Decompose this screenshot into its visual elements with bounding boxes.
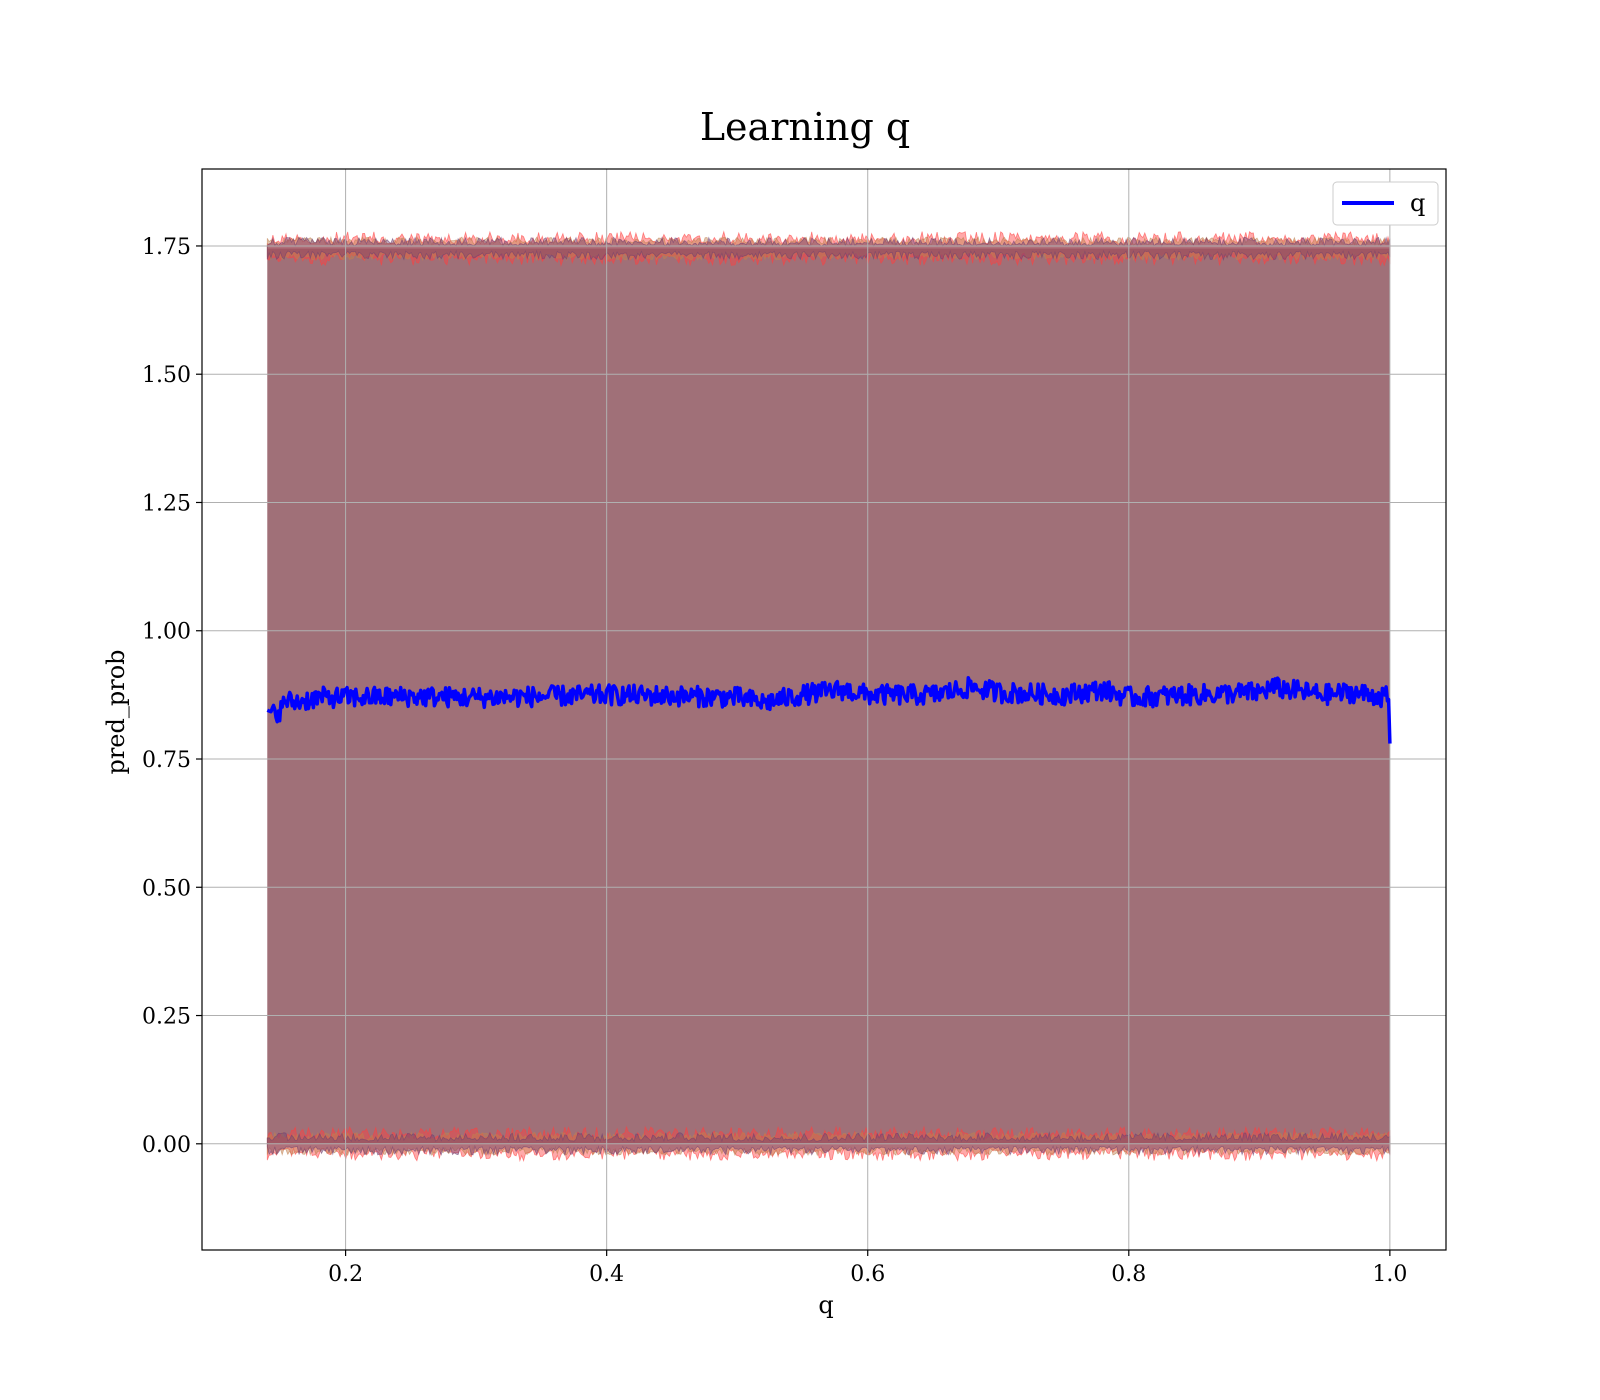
y-tick-label: 0.25	[142, 1005, 191, 1030]
y-tick-label: 1.50	[142, 363, 191, 388]
chart-title: Learning q	[700, 105, 910, 149]
plot-frame	[201, 168, 1447, 1251]
x-tick-label: 0.8	[1111, 1262, 1146, 1287]
series-line-q	[266, 675, 1392, 744]
x-tick-label: 0.2	[328, 1262, 363, 1287]
y-axis-label: pred_prob	[102, 649, 130, 774]
y-tick-label: 1.75	[142, 235, 191, 260]
y-tick-label: 1.00	[142, 620, 191, 645]
legend: q	[1332, 181, 1439, 226]
y-tick-label: 0.50	[142, 876, 191, 901]
y-tick-label: 1.25	[142, 491, 191, 516]
legend-label-q: q	[1410, 189, 1425, 217]
x-tick-label: 1.0	[1372, 1262, 1407, 1287]
x-axis-label: q	[818, 1291, 833, 1319]
x-tick-label: 0.4	[589, 1262, 624, 1287]
y-tick-label: 0.75	[142, 748, 191, 773]
y-tick-label: 0.00	[142, 1133, 191, 1158]
x-tick-label: 0.6	[850, 1262, 885, 1287]
